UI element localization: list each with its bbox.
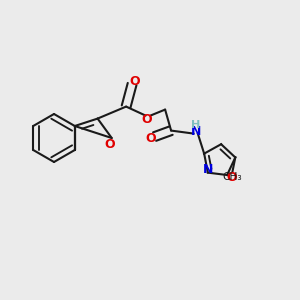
Text: O: O <box>130 75 140 88</box>
Text: O: O <box>142 113 152 126</box>
Text: O: O <box>146 132 156 145</box>
Text: O: O <box>104 137 115 151</box>
Text: N: N <box>203 163 214 176</box>
Text: O: O <box>226 171 237 184</box>
Text: CH₃: CH₃ <box>223 172 242 182</box>
Text: H: H <box>191 120 201 130</box>
Text: N: N <box>191 125 201 138</box>
